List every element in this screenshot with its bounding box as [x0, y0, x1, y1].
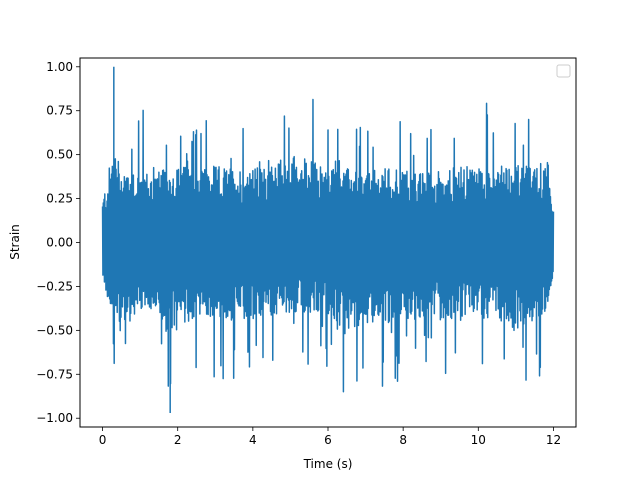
y-axis-ticks: −1.00 −0.75 −0.50 −0.25 0.00 0.25 0.50 0.75 1.00 — [36, 60, 80, 425]
series-layer — [101, 66, 555, 413]
y-tick-label: 0.75 — [46, 104, 73, 118]
x-tick-label: 6 — [324, 433, 332, 447]
legend-box — [556, 64, 571, 78]
y-axis-label: Strain — [8, 224, 22, 260]
y-tick-label: −0.25 — [36, 279, 73, 293]
x-tick-label: 0 — [99, 433, 107, 447]
y-tick-label: 1.00 — [46, 60, 73, 74]
x-tick-label: 10 — [471, 433, 486, 447]
x-tick-label: 2 — [174, 433, 182, 447]
x-axis-label: Time (s) — [303, 457, 353, 471]
plot-area — [79, 57, 577, 428]
y-tick-label: −0.75 — [36, 367, 73, 381]
x-tick-label: 12 — [546, 433, 561, 447]
x-tick-label: 8 — [399, 433, 407, 447]
x-tick-label: 4 — [249, 433, 257, 447]
y-tick-label: −0.50 — [36, 323, 73, 337]
strain-series-line — [101, 66, 555, 413]
y-tick-label: 0.00 — [46, 236, 73, 250]
y-tick-label: −1.00 — [36, 411, 73, 425]
y-tick-label: 0.25 — [46, 192, 73, 206]
x-axis-ticks: 0 2 4 6 8 10 12 — [99, 427, 561, 447]
y-tick-label: 0.50 — [46, 148, 73, 162]
